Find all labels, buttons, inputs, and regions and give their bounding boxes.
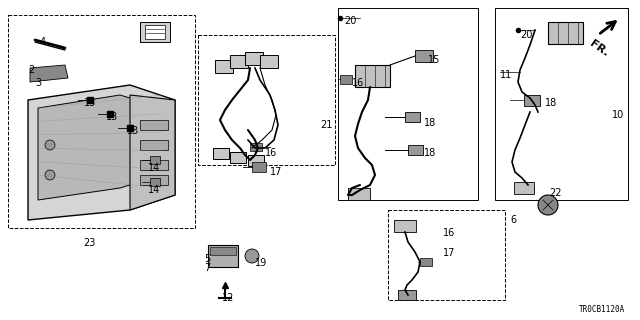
Text: 10: 10 xyxy=(612,110,624,120)
Bar xyxy=(548,22,583,44)
Text: 14: 14 xyxy=(148,185,160,195)
Text: 11: 11 xyxy=(500,70,512,80)
Bar xyxy=(348,188,370,200)
Text: 18: 18 xyxy=(545,98,557,108)
Bar xyxy=(140,175,168,185)
Circle shape xyxy=(45,170,55,180)
Bar xyxy=(260,55,278,68)
Bar xyxy=(394,220,416,232)
Text: 16: 16 xyxy=(265,148,277,158)
Text: 2: 2 xyxy=(28,65,35,75)
Text: 6: 6 xyxy=(510,215,516,225)
Text: 13: 13 xyxy=(106,112,118,122)
Text: 15: 15 xyxy=(428,55,440,65)
Text: 17: 17 xyxy=(270,167,282,177)
Bar xyxy=(230,152,246,163)
Bar xyxy=(355,65,390,87)
Bar xyxy=(210,247,236,255)
Polygon shape xyxy=(130,95,175,210)
Bar xyxy=(495,8,628,200)
Bar xyxy=(145,25,165,39)
Text: 4: 4 xyxy=(40,37,46,47)
Bar xyxy=(340,75,352,84)
Text: 3: 3 xyxy=(35,78,41,88)
Text: FR.: FR. xyxy=(588,38,611,58)
Bar xyxy=(415,50,433,62)
Bar xyxy=(408,145,423,155)
Circle shape xyxy=(45,140,55,150)
Text: 18: 18 xyxy=(424,148,436,158)
Bar xyxy=(248,155,264,166)
Bar xyxy=(8,15,195,228)
Text: 18: 18 xyxy=(424,118,436,128)
Bar xyxy=(140,140,168,150)
Bar xyxy=(405,112,420,122)
Bar xyxy=(213,148,229,159)
Bar xyxy=(252,162,266,172)
Bar xyxy=(215,60,233,73)
Text: 19: 19 xyxy=(255,258,268,268)
Text: 21: 21 xyxy=(320,120,332,130)
Text: 22: 22 xyxy=(549,188,561,198)
Text: 16: 16 xyxy=(443,228,455,238)
Text: TR0CB1120A: TR0CB1120A xyxy=(579,305,625,314)
Text: 7: 7 xyxy=(204,263,211,273)
Bar xyxy=(150,178,160,186)
Text: 12: 12 xyxy=(222,293,234,303)
Bar xyxy=(208,245,238,267)
Polygon shape xyxy=(28,85,175,220)
Text: 20: 20 xyxy=(344,16,356,26)
Polygon shape xyxy=(38,95,162,200)
Text: 23: 23 xyxy=(83,238,95,248)
Text: 5: 5 xyxy=(204,254,211,264)
Text: 17: 17 xyxy=(443,248,456,258)
Circle shape xyxy=(245,249,259,263)
Text: 14: 14 xyxy=(148,163,160,173)
Circle shape xyxy=(538,195,558,215)
Bar xyxy=(140,160,168,170)
Bar xyxy=(398,290,416,300)
Polygon shape xyxy=(30,65,68,82)
Text: 16: 16 xyxy=(352,78,364,88)
Bar xyxy=(230,55,248,68)
Bar xyxy=(250,143,262,151)
Bar xyxy=(140,120,168,130)
Bar xyxy=(198,35,335,165)
Bar xyxy=(420,258,432,266)
Bar xyxy=(245,52,263,65)
Bar xyxy=(140,22,170,42)
Text: 13: 13 xyxy=(84,98,96,108)
Bar xyxy=(514,182,534,194)
Bar xyxy=(388,210,505,300)
Bar xyxy=(150,156,160,164)
Bar xyxy=(524,95,540,106)
Text: 13: 13 xyxy=(127,126,140,136)
Bar xyxy=(338,8,478,200)
Text: 20: 20 xyxy=(520,30,532,40)
